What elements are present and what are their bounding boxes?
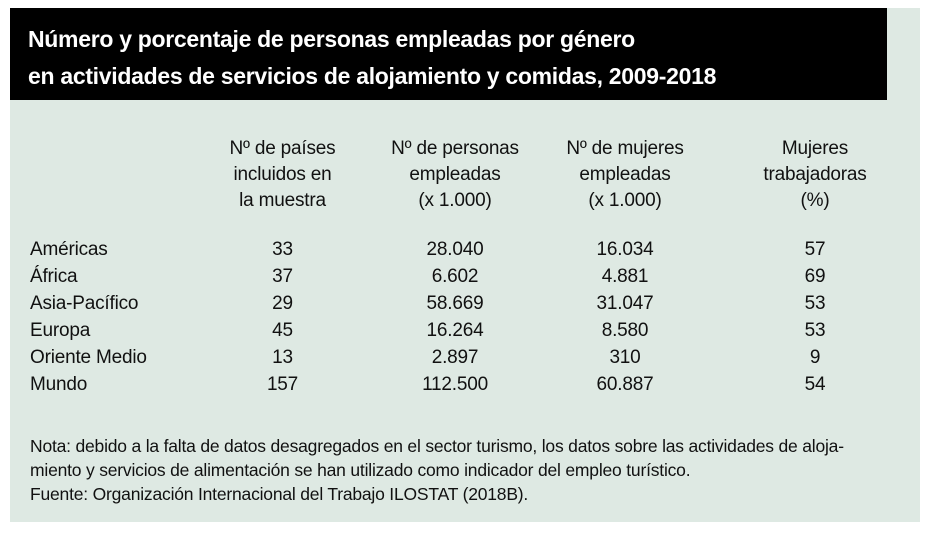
countries-cell: 33 <box>272 239 293 260</box>
table-panel: Número y porcentaje de personas empleada… <box>10 8 920 522</box>
title-banner: Número y porcentaje de personas empleada… <box>10 8 887 100</box>
region-cell: Europa <box>30 320 91 341</box>
table-row: Américas 33 28.040 16.034 57 <box>10 236 920 263</box>
women-employed-cell: 31.047 <box>596 293 654 314</box>
countries-cell: 37 <box>272 266 293 287</box>
source-text: Fuente: Organización Internacional del T… <box>30 484 529 504</box>
women-pct-cell: 69 <box>804 266 826 287</box>
employed-cell: 58.669 <box>426 293 484 314</box>
countries-cell: 45 <box>272 320 293 341</box>
women-pct-cell: 57 <box>804 239 826 260</box>
women-employed-cell: 16.034 <box>596 239 654 260</box>
figure-title: Número y porcentaje de personas empleada… <box>28 26 717 89</box>
region-cell: Mundo <box>30 374 88 395</box>
employed-cell: 6.602 <box>431 266 479 287</box>
women-employed-cell: 60.887 <box>596 374 654 395</box>
header-row: Nº de países incluidos en la muestra Nº … <box>10 136 920 236</box>
region-cell: Oriente Medio <box>30 347 147 368</box>
column-header-countries: Nº de países incluidos en la muestra <box>229 138 336 211</box>
region-cell: África <box>30 266 78 287</box>
table-footer: Nota: debido a la falta de datos desagre… <box>10 434 890 506</box>
employed-cell: 28.040 <box>426 239 484 260</box>
table-row: Asia-Pacífico 29 58.669 31.047 53 <box>10 290 920 317</box>
region-cell: Asia-Pacífico <box>30 293 139 314</box>
table-row: Mundo 157 112.500 60.887 54 <box>10 371 920 398</box>
countries-cell: 29 <box>272 293 293 314</box>
column-header-women-employed: Nº de mujeres empleadas (x 1.000) <box>566 138 684 211</box>
table-header: Nº de países incluidos en la muestra Nº … <box>10 136 920 236</box>
column-header-employed: Nº de personas empleadas (x 1.000) <box>391 138 519 211</box>
women-employed-cell: 310 <box>609 347 641 368</box>
countries-cell: 157 <box>266 374 299 395</box>
table-row: África 37 6.602 4.881 69 <box>10 263 920 290</box>
employed-cell: 16.264 <box>426 320 484 341</box>
employed-cell: 112.500 <box>422 374 488 395</box>
women-pct-cell: 9 <box>809 347 821 368</box>
employed-cell: 2.897 <box>431 347 479 368</box>
women-employed-cell: 8.580 <box>601 320 649 341</box>
column-header-women-pct: Mujeres trabajadoras (%) <box>763 138 867 211</box>
women-pct-cell: 53 <box>804 293 826 314</box>
countries-cell: 13 <box>272 347 293 368</box>
women-pct-cell: 53 <box>804 320 826 341</box>
column-header-region <box>10 136 195 236</box>
region-cell: Américas <box>30 239 108 260</box>
women-employed-cell: 4.881 <box>601 266 649 287</box>
table-body: Américas 33 28.040 16.034 57 África 37 6… <box>10 236 920 398</box>
women-pct-cell: 54 <box>804 374 826 395</box>
note-text: Nota: debido a la falta de datos desagre… <box>30 436 844 480</box>
table-row: Europa 45 16.264 8.580 53 <box>10 317 920 344</box>
table-row: Oriente Medio 13 2.897 310 9 <box>10 344 920 371</box>
employment-table: Nº de países incluidos en la muestra Nº … <box>10 136 920 398</box>
